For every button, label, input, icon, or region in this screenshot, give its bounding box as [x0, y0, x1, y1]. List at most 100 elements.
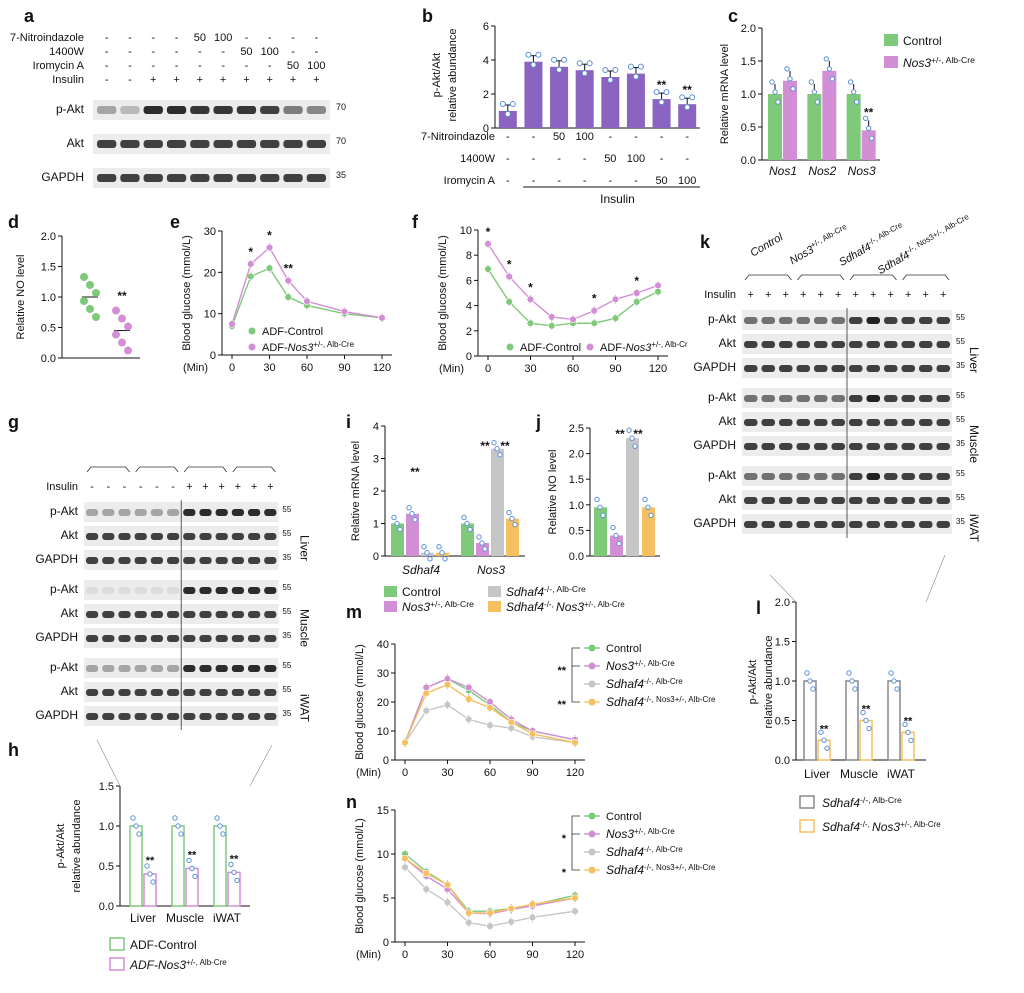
panel-g-band — [150, 533, 163, 540]
panel-k-insulin-sign: + — [800, 289, 806, 301]
panel-k-blot-label: Akt — [719, 414, 737, 428]
panel-g-band — [215, 587, 228, 594]
panel-e-legend-marker — [248, 327, 256, 335]
panel-letter-n: n — [346, 792, 357, 812]
panel-k-blot-label: GAPDH — [693, 516, 736, 530]
panel-c-legend-swatch — [884, 34, 898, 46]
panel-i-point — [461, 514, 467, 521]
panel-i-point — [494, 446, 500, 452]
panel-c-point — [787, 76, 793, 82]
panel-b-insulin-label: Insulin — [600, 192, 635, 206]
panel-d-point — [124, 346, 132, 355]
panel-h-point — [133, 823, 139, 829]
panel-n-legend-marker — [588, 812, 596, 820]
panel-c-point — [811, 89, 818, 95]
panel-g-band — [231, 557, 244, 564]
panel-k-blot-label: p-Akt — [708, 390, 737, 404]
panel-m-legend-bracket — [571, 647, 580, 703]
panel-m-point — [401, 738, 409, 747]
panel-h-ytick-label: 1.0 — [99, 821, 114, 833]
panel-b-point — [637, 63, 644, 70]
panel-k-band — [919, 521, 933, 528]
panel-g-band — [199, 509, 212, 516]
panel-e-ytick-label: 10 — [204, 309, 216, 321]
panel-b-sig: ** — [683, 83, 693, 97]
panel-a-treatment-sign: - — [175, 32, 179, 44]
panel-g-band — [102, 557, 115, 564]
panel-a-band — [143, 106, 163, 114]
panel-k-mw: 35 — [956, 439, 965, 448]
panel-b-row-sign: 100 — [627, 153, 645, 165]
panel-m-point — [507, 718, 515, 726]
panel-k-band — [796, 473, 810, 480]
panel-a-treatment-label: 1400W — [49, 46, 84, 58]
panel-n-point — [465, 918, 473, 927]
panel-l-point — [902, 721, 908, 728]
panel-b-point — [581, 70, 588, 77]
panel-e-point — [340, 307, 349, 316]
panel-h-legend-label: ADF-Control — [130, 938, 197, 952]
panel-l-bar — [901, 731, 915, 761]
panel-b-row-sign: - — [583, 153, 587, 165]
panel-k-band — [866, 473, 880, 480]
panel-k-band — [814, 419, 828, 426]
panel-b-row-sign: - — [532, 131, 536, 143]
panel-f-sig: * — [486, 225, 491, 239]
panel-j-point — [610, 524, 616, 531]
panel-e-point — [303, 297, 311, 305]
panel-k-tissue-label: Liver — [967, 347, 981, 373]
panel-i-ytick-label: 2 — [373, 486, 379, 498]
panel-f-ytick-label: 10 — [460, 225, 472, 237]
panel-k-band — [849, 419, 863, 426]
panel-g-band — [102, 689, 115, 696]
panel-d-point — [86, 281, 94, 289]
panel-m-legend-label: Sdhaf4-/-, Alb-Cre — [606, 677, 683, 691]
legend-ij-label: Sdhaf4-/-, Alb-Cre — [506, 584, 586, 599]
panel-g-band — [264, 557, 277, 564]
panel-a-mw: 35 — [336, 170, 346, 180]
panel-g-band — [86, 689, 99, 696]
panel-f-xtick-label: 120 — [649, 363, 667, 375]
panel-k-band — [866, 443, 880, 450]
panel-f-xtick-label: 0 — [485, 363, 491, 375]
panel-g-mw: 55 — [282, 505, 291, 514]
panel-g-band — [264, 509, 277, 516]
panel-k-band — [831, 473, 845, 480]
panel-g-band — [264, 635, 277, 642]
panel-g-group-bracket — [232, 466, 276, 473]
panel-a-treatment-sign: - — [128, 60, 132, 72]
panel-d-point — [112, 306, 120, 315]
panel-b-bar — [626, 73, 645, 128]
panel-h-point — [144, 863, 150, 869]
panel-a-treatment-sign: + — [220, 74, 226, 86]
panel-a-mw: 70 — [336, 102, 346, 112]
panel-k-band — [796, 365, 810, 372]
panel-g-band — [134, 587, 147, 594]
panel-g-band — [118, 533, 131, 540]
panel-k-band — [744, 473, 758, 480]
panel-g-band — [118, 665, 131, 672]
panel-k-band — [919, 419, 933, 426]
panel-g-band — [183, 635, 196, 642]
panel-k-band — [936, 521, 950, 528]
panel-a-band — [97, 106, 117, 114]
panel-k-band — [849, 395, 863, 402]
panel-e-xtick-label: 90 — [338, 362, 350, 374]
panel-g-band — [215, 713, 228, 720]
legend-ij-swatch — [488, 601, 501, 612]
panel-l-category: iWAT — [887, 767, 916, 781]
panel-n-ytick-label: 5 — [383, 893, 389, 905]
panel-k-group-bracket — [902, 274, 950, 281]
panel-i-bar — [406, 513, 419, 556]
panel-d-point — [92, 289, 100, 297]
panel-b-point — [535, 51, 542, 58]
panel-a-band — [236, 174, 257, 182]
panel-g-mw: 55 — [282, 685, 291, 694]
panel-h-ytick-label: 1.5 — [99, 781, 114, 793]
panel-k-band — [901, 497, 915, 504]
panel-a-band — [120, 174, 140, 182]
panel-g-band — [150, 509, 163, 516]
panel-f-xtick-label: 60 — [567, 363, 579, 375]
panel-k-band — [919, 443, 933, 450]
panel-n-ytick-label: 10 — [377, 849, 389, 861]
